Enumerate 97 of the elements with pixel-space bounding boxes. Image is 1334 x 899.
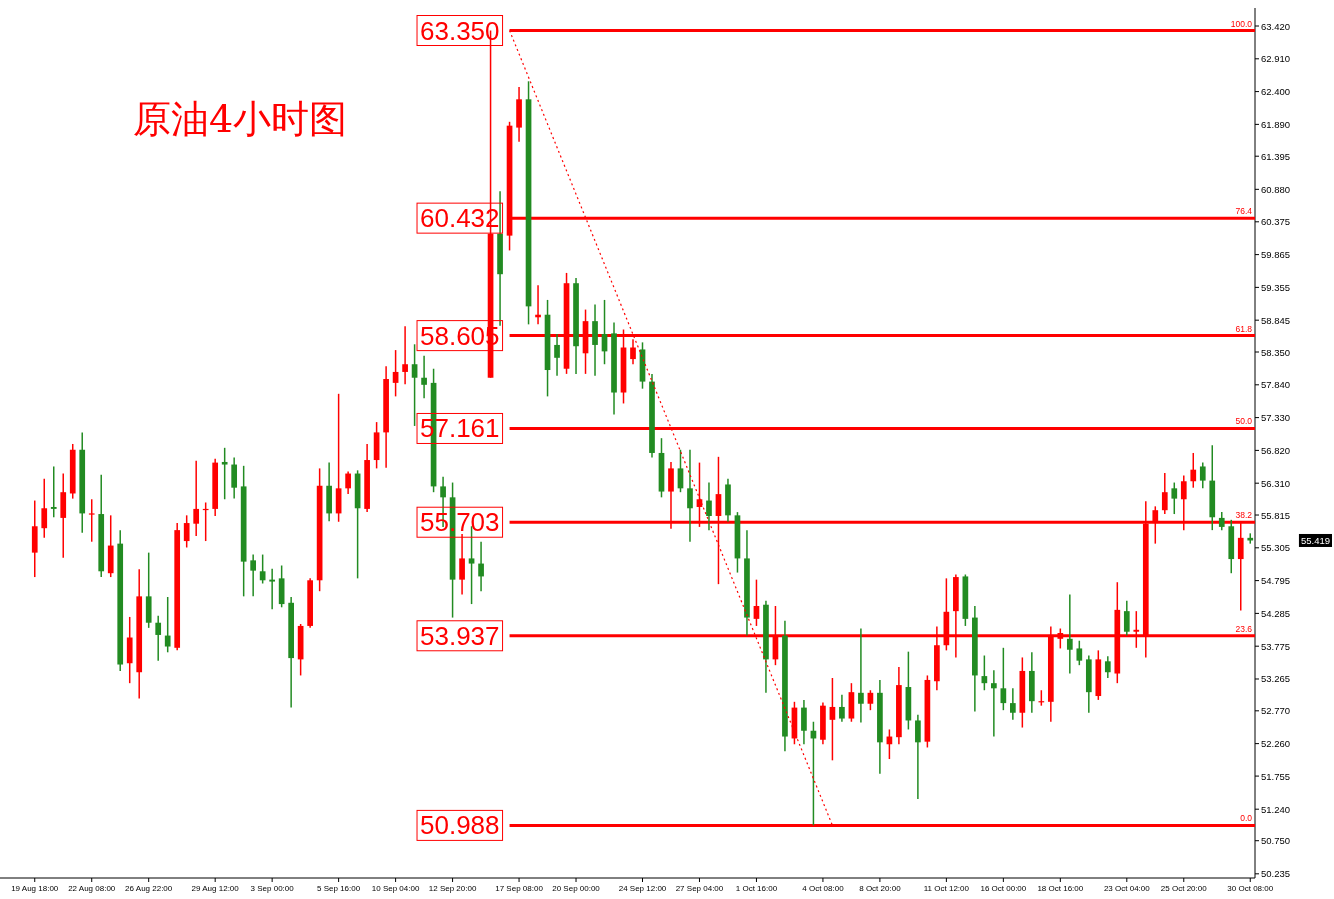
- x-tick-label: 22 Aug 08:00: [68, 884, 116, 893]
- y-tick-label: 59.865: [1261, 249, 1291, 261]
- x-tick-label: 5 Sep 16:00: [317, 884, 361, 893]
- ref-line-label: 63.350: [420, 15, 500, 46]
- y-tick-label: 57.840: [1261, 379, 1291, 391]
- annotation: 61.8: [1235, 323, 1253, 334]
- candlestick: [991, 669, 997, 738]
- candlestick: [1104, 655, 1111, 679]
- candlestick: [1190, 452, 1197, 489]
- candlestick: [554, 333, 560, 377]
- candlestick: [41, 477, 48, 539]
- x-tick-label: 19 Aug 18:00: [11, 884, 59, 893]
- candlestick: [687, 449, 693, 543]
- x-tick-label: 26 Aug 22:00: [125, 884, 173, 893]
- y-tick-label: 57.330: [1261, 412, 1291, 424]
- x-tick-label: 18 Oct 16:00: [1037, 884, 1084, 893]
- y-tick-label: 59.355: [1261, 281, 1291, 293]
- text: 原油4小时图: [132, 97, 348, 141]
- x-tick-label: 3 Sep 00:00: [250, 884, 295, 893]
- candlestick: [1076, 639, 1083, 666]
- y-tick-label: 56.820: [1261, 444, 1291, 456]
- candlestick: [592, 303, 598, 377]
- y-tick-label: 62.910: [1261, 53, 1291, 65]
- x-tick-label: 8 Oct 20:00: [859, 884, 902, 893]
- x-tick-label: 20 Sep 00:00: [552, 884, 601, 893]
- x-tick-label: 4 Oct 08:00: [802, 884, 845, 893]
- candlestick: [706, 481, 712, 531]
- y-tick-label: 50.235: [1261, 868, 1291, 880]
- candlestick: [858, 627, 864, 724]
- candlestick: [231, 456, 238, 500]
- candlestick: [345, 470, 351, 495]
- y-tick-label: 52.770: [1261, 705, 1291, 717]
- y-tick-label: 60.880: [1261, 183, 1291, 195]
- ref-line-label: 50.988: [420, 810, 500, 841]
- x-tick-label: 1 Oct 16:00: [735, 884, 778, 893]
- candlestick: [1010, 687, 1016, 721]
- y-tick-label: 60.375: [1261, 216, 1291, 228]
- y-tick-label: 53.265: [1261, 673, 1291, 685]
- ref-line-label: 53.937: [420, 620, 500, 651]
- annotation: 100.0: [1230, 18, 1253, 29]
- text: 55.419: [1300, 534, 1330, 546]
- candlestick: [155, 614, 162, 662]
- y-tick-label: 54.285: [1261, 607, 1291, 619]
- y-tick-label: 51.240: [1261, 803, 1291, 815]
- x-tick-label: 10 Sep 04:00: [371, 884, 420, 893]
- y-tick-label: 58.845: [1261, 314, 1291, 326]
- candlestick: [269, 567, 275, 610]
- x-tick-label: 24 Sep 12:00: [618, 884, 667, 893]
- y-tick-label: 61.395: [1261, 150, 1291, 162]
- x-tick-label: 16 Oct 00:00: [980, 884, 1027, 893]
- candlestick: [839, 693, 845, 723]
- candlestick: [183, 514, 190, 549]
- candlestick: [411, 343, 418, 427]
- annotation: 38.2: [1235, 510, 1253, 521]
- y-tick-label: 50.750: [1261, 835, 1291, 847]
- candlestick: [88, 498, 95, 543]
- x-tick-label: 12 Sep 20:00: [428, 884, 477, 893]
- x-tick-label: 23 Oct 04:00: [1103, 884, 1151, 893]
- candlestick: [193, 459, 200, 537]
- y-tick-label: 54.795: [1261, 575, 1291, 587]
- y-tick-label: 52.260: [1261, 738, 1291, 750]
- y-tick-label: 63.420: [1261, 20, 1291, 32]
- candlestick: [50, 465, 57, 519]
- y-tick-label: 62.400: [1261, 86, 1291, 98]
- x-tick-label: 30 Oct 08:00: [1227, 884, 1274, 893]
- candlestick: [1171, 481, 1178, 515]
- y-tick-label: 51.755: [1261, 770, 1291, 782]
- x-tick-label: 25 Oct 20:00: [1160, 884, 1208, 893]
- y-tick-label: 56.310: [1261, 477, 1291, 489]
- y-tick-label: 55.305: [1261, 542, 1291, 554]
- annotation: 50.0: [1235, 416, 1253, 427]
- candlestick: [1218, 511, 1225, 531]
- candlestick: [630, 338, 636, 365]
- candlestick: [164, 596, 171, 654]
- candlestick: [402, 325, 408, 385]
- x-tick-label: 29 Aug 12:00: [191, 884, 240, 893]
- candlestick: [1123, 600, 1130, 637]
- x-tick-label: 11 Oct 12:00: [923, 884, 970, 893]
- candlestick: [1161, 472, 1168, 515]
- annotation: 23.6: [1235, 623, 1253, 634]
- y-tick-label: 55.815: [1261, 509, 1291, 521]
- y-tick-label: 53.775: [1261, 640, 1291, 652]
- x-tick-label: 17 Sep 08:00: [495, 884, 544, 893]
- candlestick: [421, 355, 427, 400]
- candlestick: [478, 540, 484, 592]
- y-tick-label: 61.890: [1261, 118, 1291, 130]
- x-tick-label: 27 Sep 04:00: [675, 884, 724, 893]
- candlestick: [259, 553, 266, 585]
- annotation: 0.0: [1240, 813, 1253, 824]
- annotation: 76.4: [1235, 206, 1253, 217]
- candlestick: [915, 713, 921, 800]
- candlestick: [1066, 593, 1073, 675]
- candlestick: [801, 699, 807, 745]
- candlestick: [221, 447, 228, 501]
- y-tick-label: 58.350: [1261, 346, 1291, 358]
- candlestick: [250, 553, 257, 598]
- candlestick: [1199, 461, 1206, 490]
